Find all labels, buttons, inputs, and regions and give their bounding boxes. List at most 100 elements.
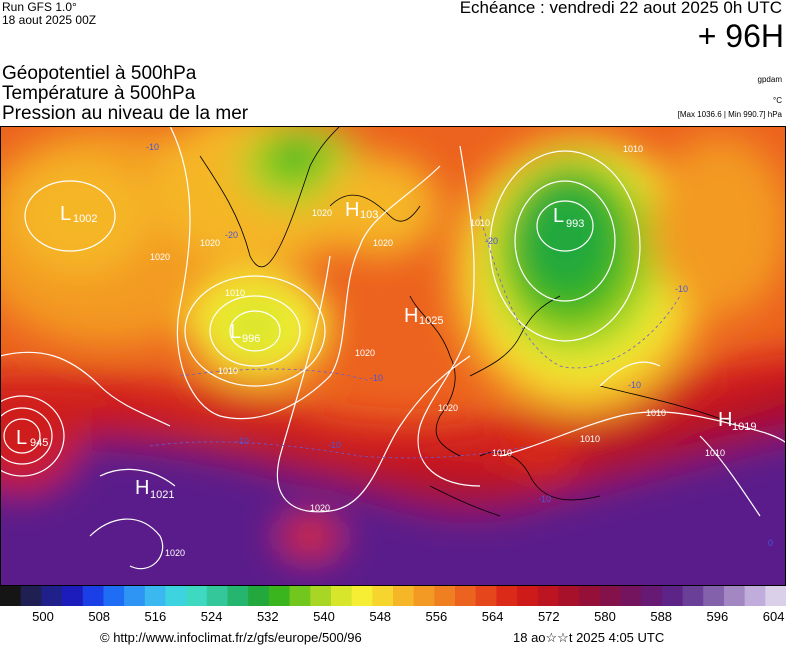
scale-swatch [661,586,684,606]
scale-tick-label: 588 [650,609,673,624]
title-temperature: Température à 500hPa [2,83,196,104]
isobar-label-5: 1020 [373,238,393,248]
scale-swatch [537,586,559,606]
pressure-range: [Max 1036.6 | Min 990.7] hPa [677,110,782,119]
scale-tick-label: 500 [32,609,54,624]
run-date: 18 aout 2025 00Z [2,13,97,27]
scale-swatch [517,586,539,606]
scale-swatch [558,586,580,606]
scale-swatch [186,586,208,606]
isobar-label-1: 1020 [150,252,170,262]
center-value-7: 1019 [732,421,756,433]
scale-swatch [330,586,353,606]
forecast-horizon: + 96H [697,18,784,54]
center-letter-4: H [135,477,149,499]
temp-label-0: -20 [225,230,238,240]
isobar-label-7: 1020 [438,403,458,413]
isobar-label-11: 1010 [705,448,725,458]
scale-swatch [620,586,642,606]
isobar-label-4: 1020 [312,208,332,218]
scale-swatch [165,586,187,606]
center-value-5: 1025 [419,315,443,327]
scale-swatch [103,586,125,606]
scale-swatch [20,586,42,606]
scale-swatch [765,586,786,606]
temp-label-5: -20 [485,236,498,246]
scale-swatch [434,586,456,606]
scale-tick-label: 540 [313,609,335,624]
unit-geopotential: gpdam [757,75,782,84]
center-letter-7: H [718,409,732,431]
center-letter-1: H [345,199,359,221]
isobar-label-9: 1010 [580,434,600,444]
isobar-label-3: 1010 [218,366,238,376]
scale-tick-label: 604 [762,609,785,624]
center-letter-6: L [553,205,564,227]
temp-label-2: -10 [236,436,249,446]
center-letter-2: L [230,321,241,343]
scale-swatch [372,586,394,606]
isotherms [149,215,681,459]
run-label: Run GFS 1.0° [2,0,77,14]
scale-swatch [248,586,270,606]
isobar-label-13: 1020 [165,548,185,558]
weather-map: L 1002 H 103 L 996 L 945 H 1021 H 1025 L… [0,126,786,586]
center-value-3: 945 [30,437,48,449]
scale-swatch [82,586,104,606]
title-geopotential: Géopotentiel à 500hPa [2,63,197,84]
scale-swatch [641,586,663,606]
center-value-6: 993 [566,218,584,230]
scale-swatch [206,586,229,606]
center-letter-5: H [404,305,418,327]
scale-swatch [62,586,84,606]
temp-label-8: -10 [146,142,159,152]
center-letter-3: L [16,427,27,449]
scale-tick-label: 580 [594,609,616,624]
scale-swatch [475,586,497,606]
scale-swatch [682,586,704,606]
scale-tick-label: 556 [425,609,448,624]
scale-tick-label: 596 [706,609,729,624]
scale-swatch [351,586,373,606]
scale-swatch [579,586,601,606]
scale-swatch [723,586,746,606]
scale-swatch [41,586,63,606]
isobar-label-15: 1010 [470,218,490,228]
center-value-0: 1002 [73,213,97,225]
isobar-labels: 1020 1020 1010 1010 1020 1020 1020 1020 … [150,144,725,558]
center-value-2: 996 [242,333,260,345]
scale-swatch [268,586,291,606]
scale-tick-label: 532 [256,609,279,624]
temp-label-4: -10 [538,494,551,504]
scale-swatch [413,586,435,606]
scale-swatch [289,586,311,606]
temp-label-3: -10 [328,440,341,450]
center-letter-0: L [60,203,71,225]
scale-swatch [599,586,622,606]
scale-tick-label: 524 [200,609,223,624]
scale-tick-label: 564 [481,609,504,624]
isobar-label-8: 1010 [492,448,512,458]
temp-labels: -20 -10 -10 -10 -10 -20 -10 -10 -10 0 [146,142,773,548]
title-pressure: Pression au niveau de la mer [2,103,249,124]
isobar-label-12: 1020 [310,503,330,513]
scale-swatch [744,586,766,606]
scale-swatch [496,586,518,606]
isobars [0,126,786,570]
scale-tick-label: 548 [369,609,392,624]
coastlines [199,126,741,517]
pressure-centers: L 1002 H 103 L 996 L 945 H 1021 H 1025 L… [16,199,756,501]
forecast-valid-time: Echéance : vendredi 22 aout 2025 0h UTC [459,0,782,17]
scale-tick-label: 508 [88,609,111,624]
isobar-label-0: 1020 [200,238,220,248]
scale-swatch [703,586,725,606]
scale-swatch [144,586,166,606]
scale-swatch [393,586,415,606]
color-scale [0,586,786,606]
unit-temperature: °C [773,96,782,105]
isobar-label-14: 1010 [623,144,643,154]
scale-swatch [227,586,249,606]
temp-label-1: -10 [370,373,383,383]
scale-swatch [310,586,332,606]
scale-labels: 500 508 516 524 532 540 548 556 564 572 580 588 596 6… [0,609,786,629]
